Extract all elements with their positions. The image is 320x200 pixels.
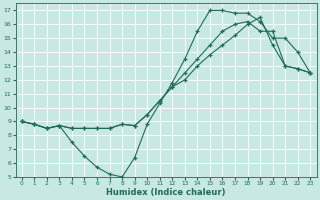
X-axis label: Humidex (Indice chaleur): Humidex (Indice chaleur) — [106, 188, 226, 197]
